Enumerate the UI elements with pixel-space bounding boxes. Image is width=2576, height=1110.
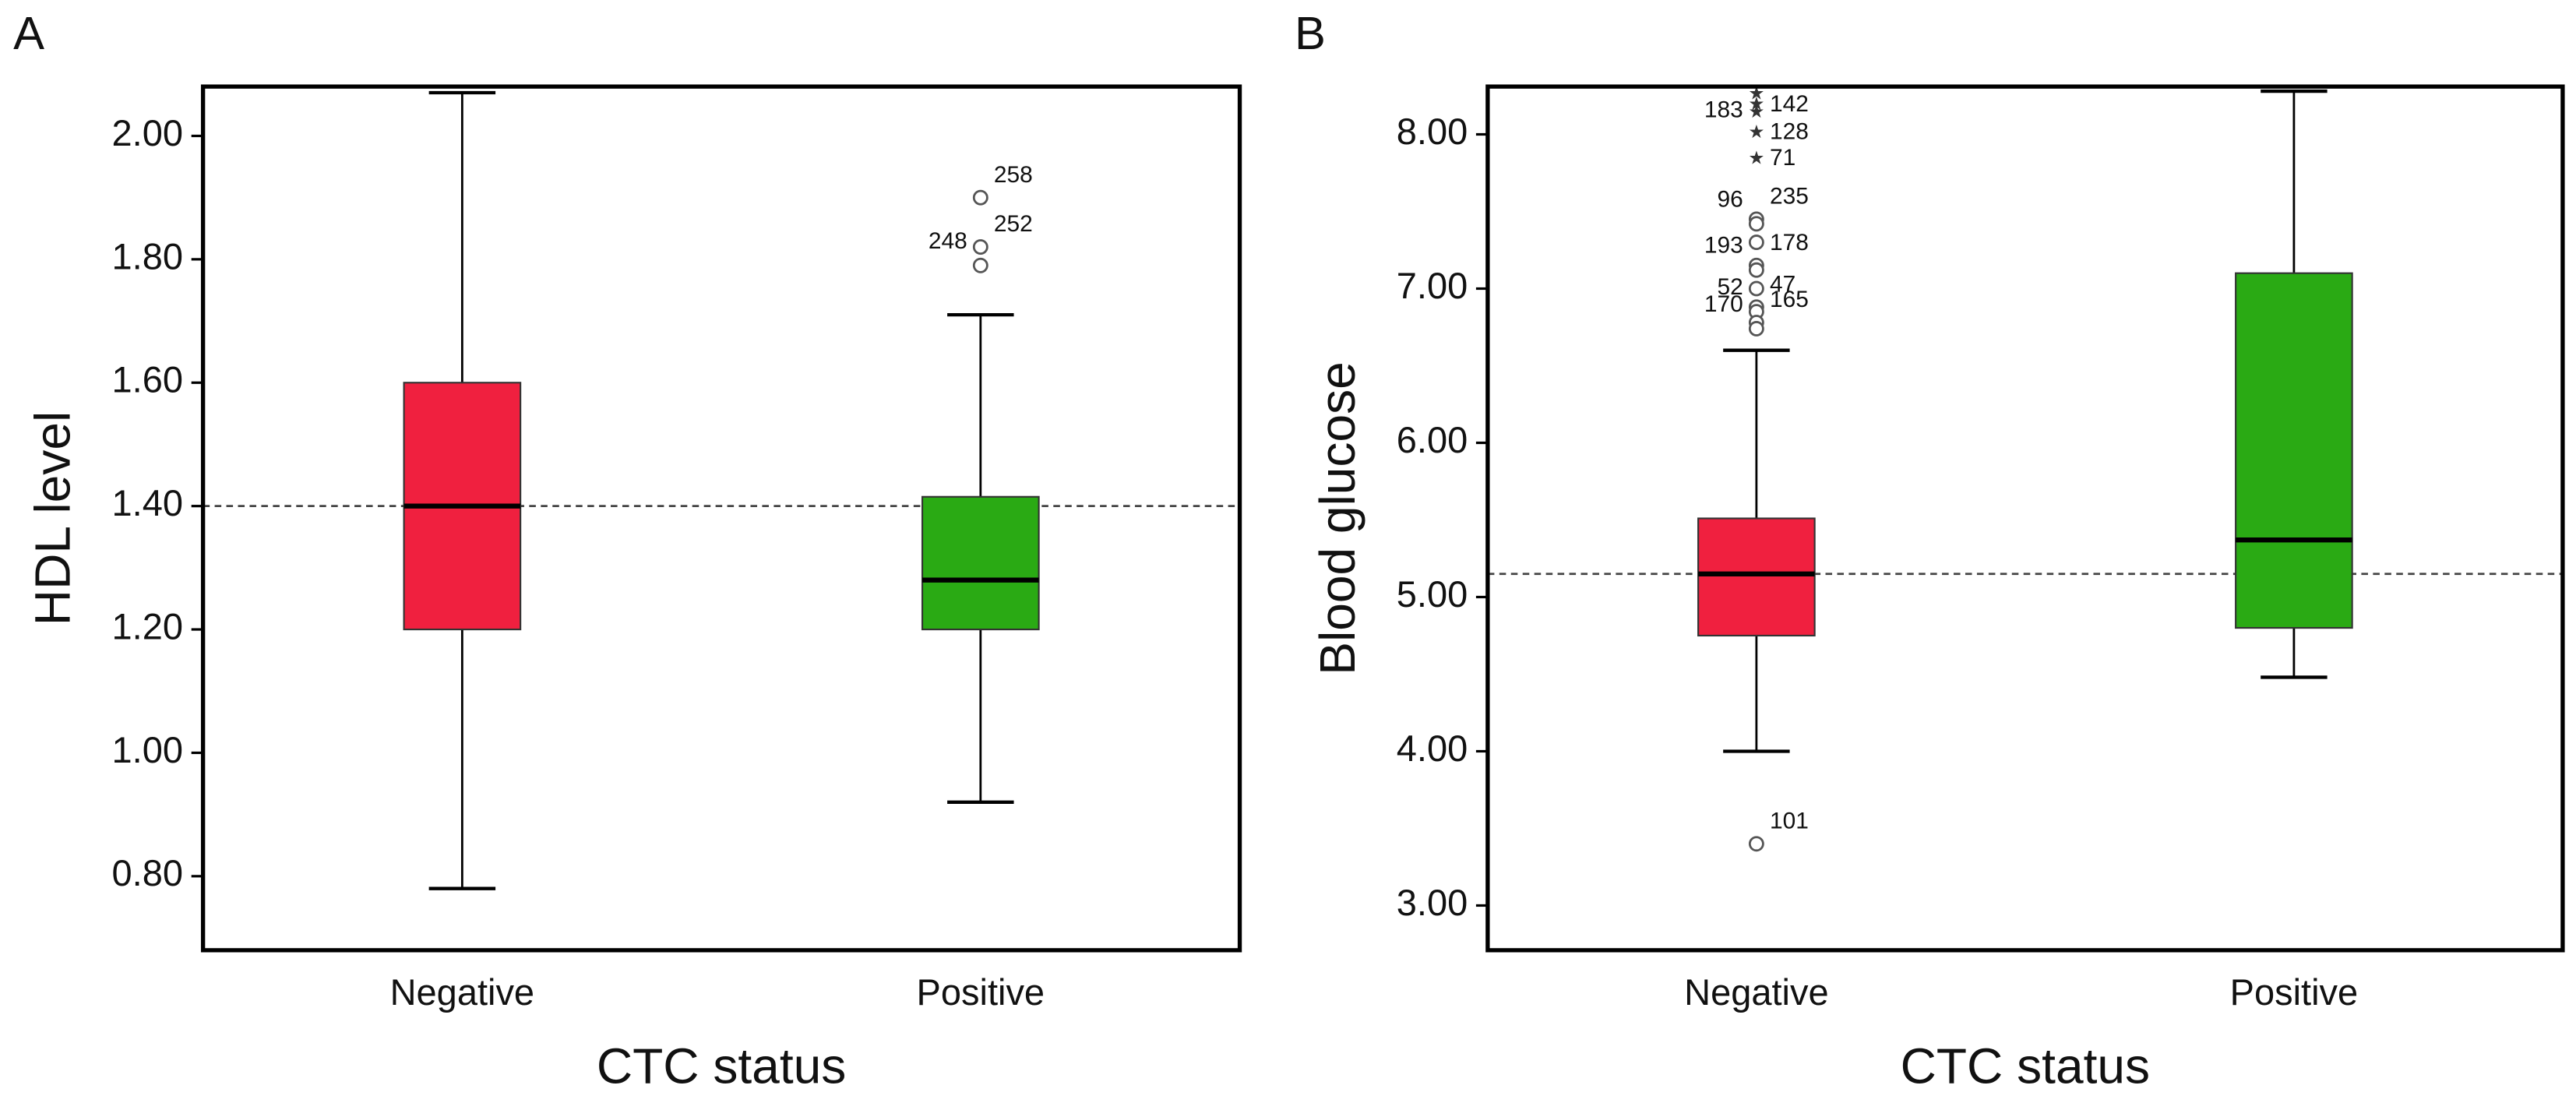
plot-frame bbox=[200, 84, 1242, 953]
panel-label: B bbox=[1295, 7, 1326, 59]
outlier-point bbox=[1748, 280, 1764, 297]
outlier-label: 235 bbox=[1770, 184, 1809, 210]
outlier-label: 165 bbox=[1770, 287, 1809, 312]
y-tick-label: 5.00 bbox=[1397, 573, 1468, 615]
extreme-point: ★ bbox=[1748, 122, 1764, 142]
y-tick-label: 8.00 bbox=[1397, 111, 1468, 152]
y-tick-label: 1.20 bbox=[112, 605, 183, 647]
y-tick-label: 1.00 bbox=[112, 729, 183, 770]
extreme-point: ★ bbox=[1748, 93, 1764, 114]
y-tick-label: 1.60 bbox=[112, 359, 183, 400]
plot-frame bbox=[1485, 84, 2565, 953]
outlier-point bbox=[972, 239, 988, 255]
extreme-point: ★ bbox=[1748, 101, 1764, 122]
outlier-label: 128 bbox=[1770, 119, 1809, 145]
y-tick-label: 3.00 bbox=[1397, 882, 1468, 923]
outlier-point bbox=[1748, 262, 1764, 278]
outlier-point bbox=[1748, 216, 1764, 232]
outlier-point bbox=[972, 257, 988, 273]
outlier-label: 101 bbox=[1770, 808, 1809, 833]
outlier-point bbox=[1748, 836, 1764, 852]
outlier-point bbox=[972, 189, 988, 206]
extreme-point: ★ bbox=[1748, 148, 1764, 168]
y-tick-label: 1.80 bbox=[112, 235, 183, 277]
outlier-label: 258 bbox=[994, 162, 1033, 188]
y-tick-label: 2.00 bbox=[112, 112, 183, 153]
outlier-point bbox=[1748, 234, 1764, 251]
outlier-label: 193 bbox=[1704, 233, 1743, 259]
outlier-label: 96 bbox=[1718, 186, 1743, 212]
y-tick-label: 1.40 bbox=[112, 482, 183, 523]
x-tick-label: Negative bbox=[1684, 971, 1828, 1013]
outlier-label: 52 bbox=[1718, 274, 1743, 300]
y-tick-label: 4.00 bbox=[1397, 728, 1468, 769]
y-axis-title: HDL level bbox=[25, 411, 81, 625]
y-tick-label: 0.80 bbox=[112, 852, 183, 893]
y-axis-title: Blood glucose bbox=[1309, 361, 1366, 675]
outlier-point bbox=[1748, 321, 1764, 337]
outlier-label: 142 bbox=[1770, 91, 1809, 117]
outlier-label: 71 bbox=[1770, 145, 1795, 171]
box bbox=[921, 495, 1040, 631]
outlier-label: 178 bbox=[1770, 230, 1809, 255]
x-tick-label: Negative bbox=[390, 971, 534, 1013]
x-tick-label: Positive bbox=[2230, 971, 2359, 1013]
outlier-label: 47 bbox=[1770, 271, 1795, 297]
outlier-label: 183 bbox=[1704, 97, 1743, 123]
x-axis-title: CTC status bbox=[597, 1038, 846, 1094]
outlier-label: 170 bbox=[1704, 291, 1743, 317]
outlier-label: 248 bbox=[929, 228, 967, 254]
box bbox=[2235, 272, 2353, 629]
y-tick-label: 7.00 bbox=[1397, 265, 1468, 306]
x-tick-label: Positive bbox=[917, 971, 1045, 1013]
y-tick-label: 6.00 bbox=[1397, 419, 1468, 460]
panel-label: A bbox=[13, 7, 44, 59]
box bbox=[1697, 517, 1816, 637]
outlier-label: 252 bbox=[994, 211, 1033, 237]
x-axis-title: CTC status bbox=[1901, 1038, 2150, 1094]
